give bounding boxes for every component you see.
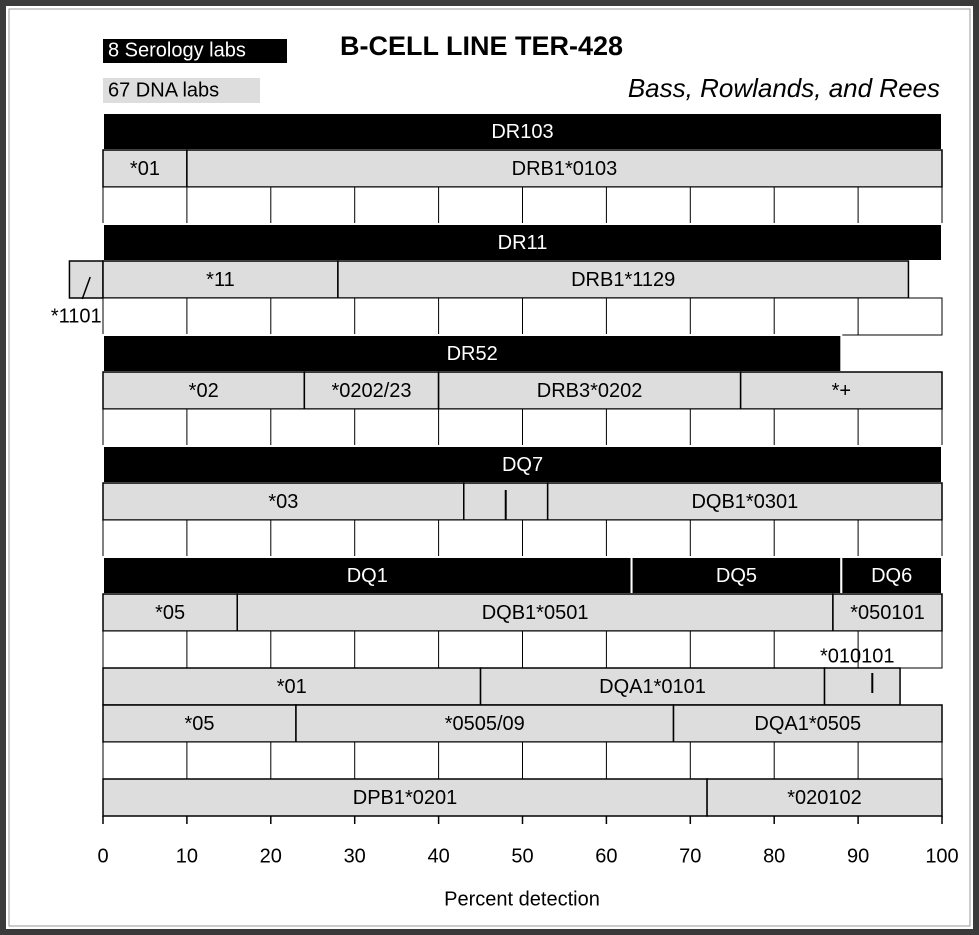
serology-bar bbox=[102, 112, 943, 151]
dna-label: *050101 bbox=[850, 602, 925, 624]
dna-label: DRB3*0202 bbox=[537, 380, 643, 402]
dna-bar bbox=[295, 704, 675, 743]
dna-label: *05 bbox=[155, 602, 185, 624]
dna-label: DRB1*1129 bbox=[571, 269, 675, 291]
serology-note: 8 Serology labs bbox=[108, 39, 246, 61]
dna-label: *01 bbox=[277, 676, 307, 698]
dna-bar bbox=[739, 371, 943, 410]
serology-label: DQ1 bbox=[347, 565, 388, 587]
serology-bar bbox=[102, 334, 843, 373]
dna-label: *02 bbox=[189, 380, 219, 402]
offscale-label: *1101 bbox=[51, 305, 102, 327]
title: B-CELL LINE TER-428 bbox=[340, 31, 623, 61]
x-tick-label: 90 bbox=[847, 845, 869, 867]
callout-line bbox=[81, 276, 91, 300]
dna-label: DQB1*0501 bbox=[482, 602, 589, 624]
serology-label: DQ6 bbox=[871, 565, 912, 587]
dna-bar bbox=[102, 371, 306, 410]
offscale-bar bbox=[68, 260, 104, 299]
dna-label: *010101 bbox=[820, 645, 895, 667]
x-tick-label: 60 bbox=[595, 845, 617, 867]
x-tick-label: 100 bbox=[925, 845, 958, 867]
serology-label: DR52 bbox=[447, 343, 498, 365]
dna-label: DQA1*0505 bbox=[754, 713, 861, 735]
x-tick-label: 80 bbox=[763, 845, 785, 867]
dna-label: *01 bbox=[130, 158, 160, 180]
serology-bar bbox=[102, 223, 943, 262]
x-tick-label: 0 bbox=[97, 845, 108, 867]
dna-label: DRB1*0103 bbox=[512, 158, 618, 180]
dna-label: *03 bbox=[268, 491, 298, 513]
x-tick-label: 20 bbox=[260, 845, 282, 867]
x-tick-label: 50 bbox=[511, 845, 533, 867]
serology-label: DR103 bbox=[491, 121, 553, 143]
dna-label: *020102 bbox=[787, 787, 862, 809]
dna-label: *+ bbox=[832, 380, 851, 402]
dna-note: 67 DNA labs bbox=[108, 79, 219, 101]
x-tick-label: 40 bbox=[427, 845, 449, 867]
serology-label: DQ5 bbox=[716, 565, 757, 587]
x-tick-label: 70 bbox=[679, 845, 701, 867]
dna-bar bbox=[823, 667, 901, 706]
dna-label: DQA1*0101 bbox=[599, 676, 706, 698]
dna-key bbox=[103, 78, 260, 103]
serology-key bbox=[103, 39, 287, 63]
dna-bar bbox=[672, 704, 943, 743]
dna-label: DQB1*0301 bbox=[691, 491, 798, 513]
dna-bar bbox=[102, 260, 339, 299]
dna-bar bbox=[832, 593, 943, 632]
dna-label: DPB1*0201 bbox=[353, 787, 458, 809]
inner-frame bbox=[8, 8, 971, 927]
authors: Bass, Rowlands, and Rees bbox=[628, 73, 940, 103]
x-tick-label: 10 bbox=[176, 845, 198, 867]
dna-label: *0202/23 bbox=[331, 380, 411, 402]
dna-label: *05 bbox=[184, 713, 214, 735]
dna-bar bbox=[706, 778, 943, 817]
dna-bar bbox=[102, 482, 465, 521]
serology-label: DR11 bbox=[498, 232, 548, 254]
x-axis-label: Percent detection bbox=[444, 888, 600, 910]
dna-bar bbox=[337, 260, 910, 299]
x-tick-label: 30 bbox=[344, 845, 366, 867]
serology-label: DQ7 bbox=[502, 454, 543, 476]
dna-label: *0505/09 bbox=[445, 713, 525, 735]
serology-bar bbox=[102, 445, 943, 484]
dna-bar bbox=[303, 371, 440, 410]
dna-label: *11 bbox=[206, 269, 235, 291]
dna-bar bbox=[437, 371, 742, 410]
dna-bar bbox=[546, 482, 943, 521]
